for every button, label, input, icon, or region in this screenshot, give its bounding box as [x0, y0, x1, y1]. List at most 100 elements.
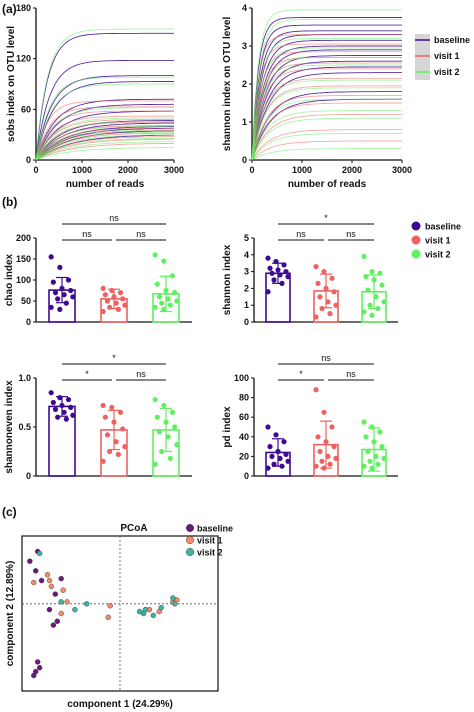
x-tick-label: 1000 [72, 165, 92, 175]
data-point [50, 399, 56, 406]
data-point [50, 279, 56, 285]
data-point [273, 258, 279, 265]
data-point [313, 463, 319, 469]
x-axis-label: component 1 (24.29%) [67, 699, 173, 710]
scatter-point [107, 603, 113, 609]
y-axis-label: shannon index on OTU level [222, 17, 233, 152]
data-point [152, 396, 158, 403]
scatter-point [48, 583, 55, 590]
scatter-point [34, 659, 41, 665]
legend-label-baseline: baseline [425, 222, 461, 232]
data-point [329, 424, 335, 430]
significance-label: ns [82, 229, 92, 239]
y-axis-label: chao index [4, 253, 15, 306]
legend-marker [411, 249, 421, 259]
data-point [102, 414, 108, 420]
significance-label: * [112, 353, 116, 363]
data-point [277, 272, 283, 278]
data-point [275, 448, 281, 455]
data-point [156, 429, 163, 435]
data-point [319, 305, 325, 312]
rarefaction-curve-baseline [251, 45, 402, 161]
legend-marker [185, 524, 194, 533]
significance-label: ns [346, 369, 356, 379]
data-point [331, 289, 337, 295]
data-point [61, 292, 67, 298]
chart-pcoa: PCoA component 1 (24.29%) component 2 (12.… [5, 523, 233, 710]
scatter-point [64, 599, 70, 605]
rarefaction-curve-visit2 [35, 28, 174, 161]
scatter-point [50, 622, 57, 628]
y-tick-label: 0 [26, 317, 31, 327]
data-point [271, 277, 277, 283]
legend-label-baseline: baseline [434, 35, 470, 45]
data-point [317, 294, 323, 300]
data-point [48, 304, 54, 310]
rarefaction-curve-baseline [251, 72, 402, 161]
data-point [279, 463, 285, 469]
x-axis-label: number of reads [66, 179, 145, 190]
rarefaction-curve-visit2 [35, 120, 174, 161]
x-tick-label: 0 [33, 165, 38, 175]
y-axis-label: pd index [222, 406, 233, 448]
scatter-point [105, 614, 111, 621]
data-point [369, 465, 375, 471]
rarefaction-curve-baseline [35, 75, 174, 161]
data-point [325, 453, 331, 459]
data-point [122, 302, 128, 308]
legend-marker [185, 548, 194, 557]
data-point [55, 414, 61, 420]
data-point [152, 461, 158, 467]
y-tick-label: 150 [16, 254, 31, 264]
data-point [265, 255, 271, 261]
data-point [120, 296, 126, 302]
scatter-point [72, 606, 78, 613]
y-tick-label: 60 [21, 104, 31, 114]
data-point [169, 273, 176, 279]
scatter-point [38, 577, 45, 584]
x-tick-label: 2000 [342, 165, 362, 175]
rarefaction-curve-visit1 [251, 62, 402, 161]
scatter-point [170, 595, 176, 601]
data-point [361, 419, 367, 425]
rarefaction-curve-visit2 [251, 117, 402, 161]
data-point [365, 448, 371, 455]
data-point [154, 281, 160, 287]
y-tick-label: 4 [242, 3, 247, 13]
data-point [315, 434, 321, 440]
data-point [57, 264, 63, 270]
rarefaction-curve-visit2 [251, 9, 402, 161]
y-tick-label: 0 [26, 471, 31, 481]
data-point [361, 253, 367, 260]
data-point [100, 458, 106, 464]
scatter-point [58, 575, 64, 582]
data-point [325, 299, 331, 305]
rarefaction-curve-visit1 [251, 68, 402, 161]
y-tick-label: 2 [244, 283, 249, 293]
data-point [265, 424, 271, 430]
y-tick-label: 200 [16, 233, 31, 243]
rarefaction-curve-visit2 [35, 137, 174, 161]
scatter-point [172, 601, 178, 607]
data-point [59, 285, 65, 291]
data-point [59, 402, 65, 409]
scatter-point [52, 591, 59, 597]
data-point [61, 409, 67, 415]
data-point [333, 302, 339, 308]
data-point [371, 277, 377, 283]
rarefaction-curve-visit2 [35, 117, 174, 161]
panel-label-a: (a) [2, 2, 17, 16]
y-tick-label: 0 [242, 155, 247, 165]
data-point [275, 267, 281, 273]
data-point [373, 294, 379, 300]
rarefaction-curve-visit1 [35, 100, 174, 161]
rarefaction-curve-visit1 [251, 129, 402, 161]
data-point [107, 448, 113, 455]
rarefaction-curve-baseline [251, 91, 402, 161]
data-point [104, 298, 111, 304]
data-point [174, 442, 180, 448]
data-point [369, 424, 375, 430]
data-point [375, 305, 381, 312]
data-point [65, 396, 72, 403]
